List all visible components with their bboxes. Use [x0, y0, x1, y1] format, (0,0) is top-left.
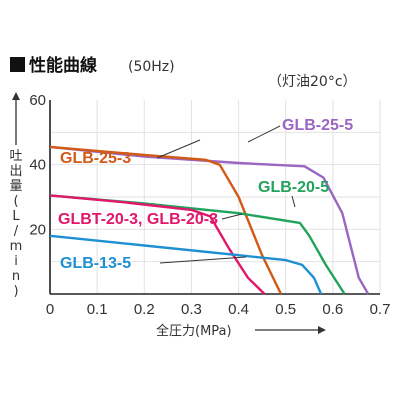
series-label: GLBT-20-3, GLB-20-3 [58, 211, 218, 228]
x-tick-label: 0.3 [181, 301, 202, 318]
series-line [49, 145, 370, 295]
series-label: GLB-20-5 [258, 179, 329, 196]
axes [49, 100, 380, 295]
series-label-leader [247, 125, 281, 143]
axis-labels: 全圧力(MPa) 吐出量(L / m i n) [9, 92, 326, 339]
series-label-leader [291, 195, 296, 208]
series-label: GLB-25-3 [60, 150, 131, 167]
x-tick-label: 0.6 [322, 301, 343, 318]
x-tick-label: 0.5 [275, 301, 296, 318]
title-marker [10, 57, 25, 72]
series-label-leader [156, 139, 201, 159]
x-tick-label: 0.7 [370, 301, 391, 318]
y-axis-arrowhead [12, 92, 20, 100]
series-line [49, 234, 323, 295]
x-axis-label: 全圧力(MPa) [156, 323, 232, 339]
series-label-leader [221, 213, 243, 220]
series-lines [49, 145, 370, 295]
tick-labels: 0 0.1 0.2 0.3 0.4 0.5 0.6 0.7 20 40 60 [29, 92, 390, 318]
x-tick-label: 0 [46, 301, 54, 318]
temperature-note: （灯油20°c） [268, 74, 357, 90]
x-tick-label: 0.1 [87, 301, 108, 318]
chart-subtitle: (50Hz) [128, 59, 175, 75]
x-tick-label: 0.2 [134, 301, 155, 318]
chart-title: 性能曲線 [29, 55, 97, 76]
x-tick-label: 0.4 [228, 301, 249, 318]
series-label: GLB-25-5 [282, 117, 353, 134]
series-label: GLB-13-5 [60, 255, 131, 272]
series-line [49, 145, 283, 295]
y-tick-label: 60 [29, 92, 46, 109]
x-axis-arrowhead [318, 326, 326, 334]
series-line [49, 194, 266, 295]
y-tick-label: 20 [29, 221, 46, 238]
y-axis-label: 吐出量(L / m i n) [9, 149, 22, 299]
series-labels: GLB-25-5 GLB-25-3 GLB-20-5 GLBT-20-3, GLB-2… [58, 117, 353, 272]
series-label-leader [159, 256, 247, 264]
y-tick-label: 40 [29, 157, 46, 174]
